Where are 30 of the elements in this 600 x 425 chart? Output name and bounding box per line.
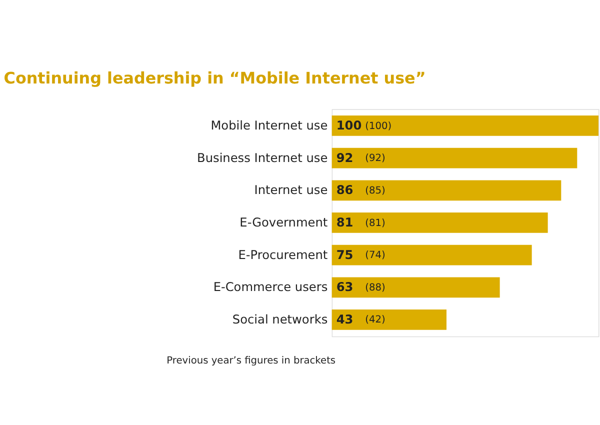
- annotation: (88): [365, 282, 386, 294]
- y-tick-label: Mobile Internet use: [210, 118, 328, 133]
- data-label: 63: [336, 280, 354, 294]
- y-tick-label: Business Internet use: [197, 150, 328, 165]
- data-label: 43: [336, 312, 354, 326]
- annotation: (85): [365, 185, 386, 196]
- bar: [332, 180, 562, 201]
- data-label: 86: [336, 183, 354, 198]
- bar: [332, 244, 532, 266]
- y-tick-label: Internet use: [254, 183, 328, 198]
- data-label: 81: [336, 216, 354, 230]
- y-tick-label: E-Commerce users: [213, 280, 328, 294]
- bar: [332, 212, 548, 233]
- y-tick-label: E-Government: [240, 216, 328, 230]
- data-label: 100: [336, 118, 362, 133]
- y-tick-label: E-Procurement: [238, 248, 328, 262]
- annotation: (74): [365, 250, 386, 262]
- data-label: 75: [336, 248, 354, 262]
- annotation: (92): [365, 153, 386, 164]
- annotation: (100): [365, 120, 392, 132]
- bar: [332, 148, 578, 168]
- bar: [332, 116, 598, 136]
- annotation: (42): [365, 314, 386, 326]
- annotation: (81): [365, 218, 386, 229]
- bar: [332, 277, 500, 298]
- bar: [332, 310, 446, 330]
- text: Previous year’s figures in brackets: [166, 356, 336, 367]
- y-tick-label: Social networks: [232, 312, 328, 326]
- data-label: 92: [336, 150, 354, 165]
- chart-title: Continuing leadership in “Mobile Internet use”: [4, 68, 426, 88]
